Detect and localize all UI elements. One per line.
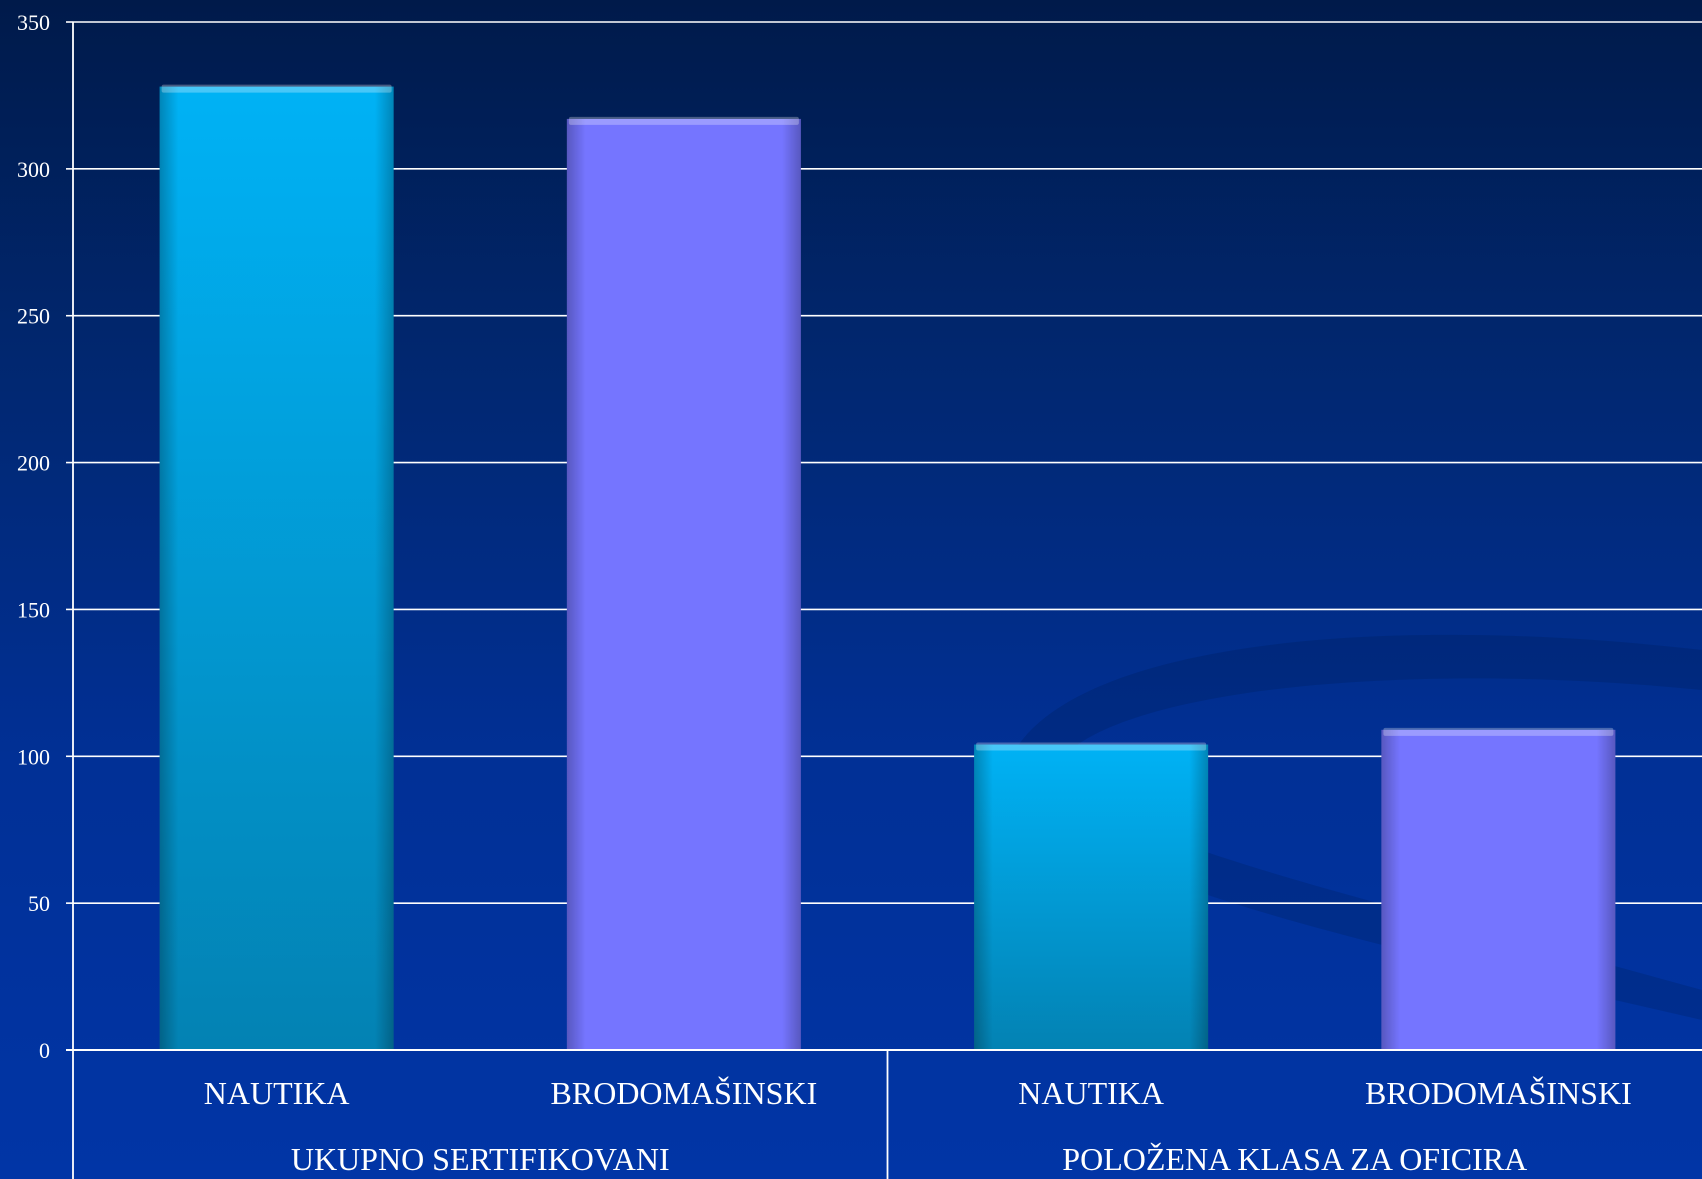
- y-tick-label: 250: [17, 304, 50, 329]
- background-swoosh: [1009, 634, 1702, 1020]
- x-category-label: BRODOMAŠINSKI: [1365, 1075, 1632, 1111]
- y-tick-label: 100: [17, 744, 50, 769]
- y-tick-label: 200: [17, 451, 50, 476]
- x-category-label: BRODOMAŠINSKI: [551, 1075, 818, 1111]
- bar-shading: [1381, 729, 1616, 1050]
- y-tick-label: 300: [17, 157, 50, 182]
- x-category-label: NAUTIKA: [204, 1075, 350, 1111]
- y-tick-label: 50: [28, 891, 50, 916]
- bar-top-highlight: [568, 116, 799, 125]
- x-group-label: UKUPNO SERTIFIKOVANI: [291, 1141, 670, 1177]
- bar-shading: [159, 86, 394, 1051]
- bar-shading: [566, 118, 801, 1050]
- y-tick-label: 0: [39, 1038, 50, 1063]
- bar-top-highlight: [976, 742, 1207, 751]
- y-tick-label: 150: [17, 597, 50, 622]
- y-tick-label: 350: [17, 10, 50, 35]
- bar-shading: [974, 744, 1209, 1050]
- x-category-label: NAUTIKA: [1018, 1075, 1164, 1111]
- bar-top-highlight: [161, 84, 392, 93]
- bar-top-highlight: [1383, 727, 1614, 736]
- labels: 0 50 100 150 200 250 300 350 NAUTIKA BRODOMAŠINSK…: [17, 10, 1702, 1177]
- bars: [159, 84, 1616, 1051]
- x-group-label: POLOŽENA KLASA ZA OFICIRA: [1062, 1141, 1527, 1177]
